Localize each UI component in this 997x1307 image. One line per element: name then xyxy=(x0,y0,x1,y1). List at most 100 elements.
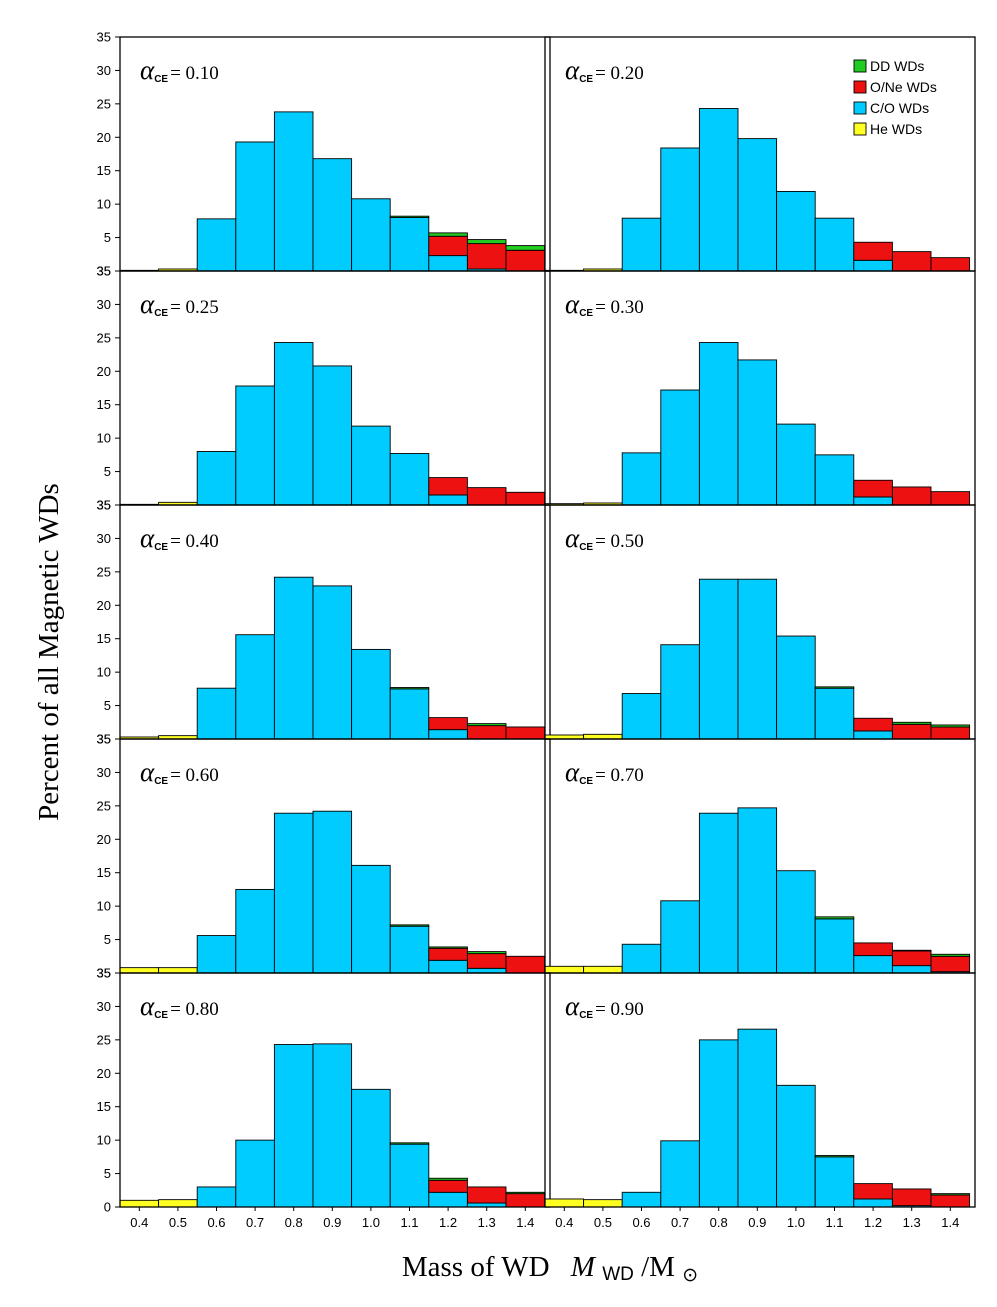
y-tick-label: 15 xyxy=(97,163,111,178)
panel-alpha-0.10: 35 5 10 15 20 25 30 35 αCE = 0.10 xyxy=(97,30,551,279)
y-tick-label: 15 xyxy=(97,397,111,412)
x-axis-label-prefix: Mass of WD xyxy=(402,1251,550,1283)
x-tick-label: 1.4 xyxy=(516,1215,534,1230)
x-tick-label: 0.8 xyxy=(285,1215,303,1230)
x-tick-label: 0.5 xyxy=(594,1215,612,1230)
legend-swatch-dd-wds xyxy=(853,59,867,73)
bar-o-ne-wds-1.3 xyxy=(891,251,932,272)
bar-dd-wds-1.2 xyxy=(428,1177,468,1181)
y-tick-label: 5 xyxy=(104,932,111,947)
y-tick-label: 30 xyxy=(97,531,111,546)
x-tick-label: 1.0 xyxy=(362,1215,380,1230)
bar-c-o-wds-0.7 xyxy=(235,634,275,740)
x-tick-label: 1.2 xyxy=(439,1215,457,1230)
bar-c-o-wds-1.3 xyxy=(891,965,932,974)
bar-he-wds-0.5 xyxy=(583,1199,623,1208)
bar-o-ne-wds-1.4 xyxy=(930,1194,971,1208)
legend-swatch-he-wds xyxy=(853,122,867,136)
bar-c-o-wds-0.6 xyxy=(621,217,662,272)
y-tick-label: 25 xyxy=(97,798,111,813)
y-tick-label: 25 xyxy=(97,564,111,579)
bar-c-o-wds-0.7 xyxy=(660,389,700,506)
bar-c-o-wds-0.8 xyxy=(273,342,314,506)
bar-c-o-wds-0.7 xyxy=(235,1139,275,1208)
bar-o-ne-wds-1.4 xyxy=(505,955,546,974)
bar-c-o-wds-1.2 xyxy=(853,259,893,272)
y-tick-label: 20 xyxy=(97,364,111,379)
bar-o-ne-wds-1.4 xyxy=(505,1193,546,1208)
legend-swatch-c-o-wds xyxy=(853,101,867,115)
bar-c-o-wds-0.6 xyxy=(621,452,662,506)
bar-c-o-wds-1.0 xyxy=(351,648,391,740)
bar-c-o-wds-0.9 xyxy=(312,158,353,272)
bar-o-ne-wds-1.2 xyxy=(853,479,893,498)
y-tick-label: 10 xyxy=(97,431,111,446)
bar-c-o-wds-0.9 xyxy=(737,807,778,974)
y-tick-label: 30 xyxy=(97,297,111,312)
y-tick-label: 10 xyxy=(97,899,111,914)
panel-alpha-0.30: αCE = 0.30 xyxy=(544,270,976,506)
bar-c-o-wds-1.2 xyxy=(428,255,468,272)
bar-c-o-wds-0.6 xyxy=(196,1186,237,1208)
bar-o-ne-wds-1.3 xyxy=(466,243,507,270)
bar-c-o-wds-0.6 xyxy=(196,451,237,506)
bar-c-o-wds-1.1 xyxy=(389,688,430,740)
bar-dd-wds-1.1 xyxy=(814,1155,855,1158)
y-tick-label: 5 xyxy=(104,464,111,479)
bar-o-ne-wds-1.4 xyxy=(930,257,971,272)
bar-he-wds-0.4 xyxy=(544,1198,585,1208)
bar-he-wds-0.5 xyxy=(583,965,623,974)
legend-label: DD WDs xyxy=(870,58,924,74)
bar-dd-wds-1.3 xyxy=(466,951,507,955)
y-tick-label: 35 xyxy=(97,498,111,513)
panel-alpha-0.25: 35 5 10 15 20 25 30 35 αCE = 0.25 xyxy=(97,264,551,513)
legend-swatch-o-ne-wds xyxy=(853,80,867,94)
bar-c-o-wds-1.1 xyxy=(814,918,855,974)
bar-c-o-wds-1.2 xyxy=(853,1198,893,1208)
x-tick-label: 0.6 xyxy=(207,1215,225,1230)
bar-c-o-wds-1.0 xyxy=(351,198,391,272)
panel-alpha-0.40: 35 5 10 15 20 25 30 35 αCE = 0.40 xyxy=(97,498,551,747)
bar-o-ne-wds-1.2 xyxy=(428,717,468,731)
bar-o-ne-wds-1.3 xyxy=(891,486,932,506)
bar-he-wds-0.5 xyxy=(158,967,198,974)
bar-dd-wds-1.4 xyxy=(930,724,971,728)
bar-c-o-wds-1.2 xyxy=(428,959,468,974)
x-axis-label-m: M xyxy=(570,1251,597,1283)
x-tick-label: 0.9 xyxy=(323,1215,341,1230)
x-tick-label: 1.2 xyxy=(864,1215,882,1230)
bar-dd-wds-1.1 xyxy=(389,924,430,927)
x-tick-label: 0.8 xyxy=(710,1215,728,1230)
legend-label: He WDs xyxy=(870,121,922,137)
bar-dd-wds-1.3 xyxy=(466,239,507,245)
bar-dd-wds-1.2 xyxy=(428,232,468,237)
panel-alpha-0.70: αCE = 0.70 xyxy=(544,738,976,974)
bar-he-wds-0.5 xyxy=(583,733,623,740)
bar-he-wds-0.4 xyxy=(544,965,585,974)
panel-frame xyxy=(119,972,551,1208)
bar-o-ne-wds-1.4 xyxy=(505,726,546,740)
y-tick-label: 25 xyxy=(97,330,111,345)
bar-dd-wds-1.1 xyxy=(814,686,855,689)
y-tick-label: 35 xyxy=(97,966,111,981)
bar-o-ne-wds-1.4 xyxy=(505,491,546,506)
bar-he-wds-0.4 xyxy=(119,1199,160,1208)
x-tick-label: 1.1 xyxy=(825,1215,843,1230)
bar-dd-wds-1.4 xyxy=(505,1191,546,1195)
bar-o-ne-wds-1.3 xyxy=(891,1188,932,1207)
bar-c-o-wds-0.8 xyxy=(698,342,739,506)
panel-label-alpha: αCE = 0.40 xyxy=(140,523,219,553)
bar-o-ne-wds-1.3 xyxy=(466,953,507,969)
x-tick-label: 1.3 xyxy=(478,1215,496,1230)
bar-c-o-wds-0.9 xyxy=(737,359,778,506)
y-tick-label: 35 xyxy=(97,30,111,45)
bar-c-o-wds-0.8 xyxy=(273,1044,314,1208)
y-tick-label: 30 xyxy=(97,63,111,78)
legend: DD WDs O/Ne WDs C/O WDs He WDs xyxy=(853,58,937,137)
y-tick-label: 0 xyxy=(104,1200,111,1215)
bar-c-o-wds-1.2 xyxy=(428,494,468,506)
panel-label-alpha: αCE = 0.25 xyxy=(140,289,219,319)
bar-c-o-wds-1.1 xyxy=(814,687,855,740)
bar-o-ne-wds-1.2 xyxy=(853,241,893,261)
